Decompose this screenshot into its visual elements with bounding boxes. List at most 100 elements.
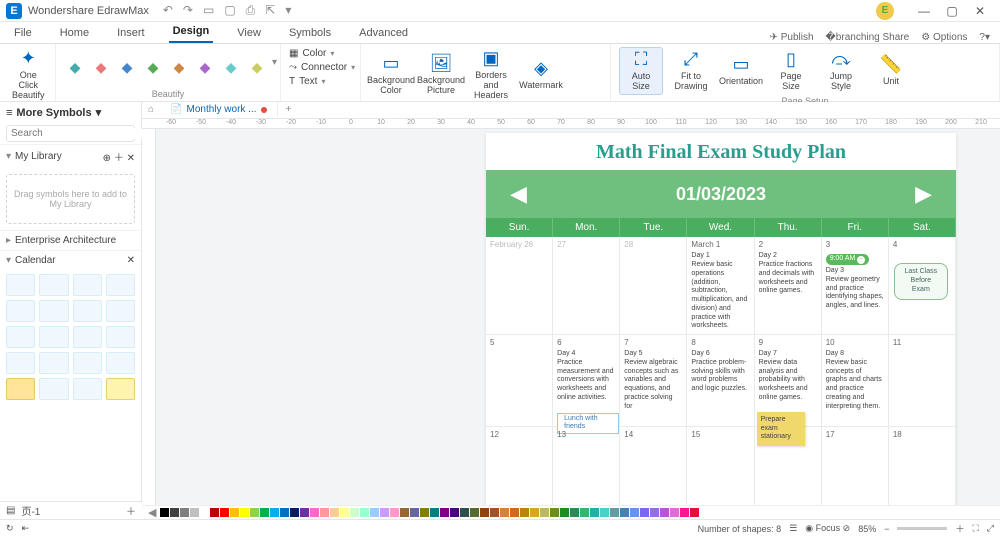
- cal-thumb[interactable]: [6, 274, 35, 296]
- zoom-level[interactable]: 85%: [858, 524, 876, 534]
- add-page-button[interactable]: ＋: [126, 503, 136, 518]
- palette-color[interactable]: [440, 508, 449, 517]
- cal-thumb[interactable]: [73, 352, 102, 374]
- calendar-section[interactable]: ▾Calendar✕: [0, 250, 141, 270]
- unit-button[interactable]: 📏Unit: [869, 53, 913, 89]
- palette-color[interactable]: [590, 508, 599, 517]
- palette-color[interactable]: [460, 508, 469, 517]
- palette-color[interactable]: [400, 508, 409, 517]
- open-icon[interactable]: ▢: [224, 3, 235, 18]
- cal-thumb[interactable]: [39, 300, 68, 322]
- palette-color[interactable]: [680, 508, 689, 517]
- palette-color[interactable]: [410, 508, 419, 517]
- print-icon[interactable]: ⎙: [246, 3, 256, 18]
- page-nav-icon[interactable]: ⇤: [22, 523, 30, 534]
- palette-color[interactable]: [260, 508, 269, 517]
- theme-shape-3[interactable]: ◆: [116, 57, 138, 79]
- cal-thumb[interactable]: [106, 274, 135, 296]
- more-symbols-header[interactable]: ≡ More Symbols ▾: [0, 102, 141, 123]
- palette-color[interactable]: [250, 508, 259, 517]
- maximize-button[interactable]: ▢: [938, 4, 966, 18]
- library-dropzone[interactable]: Drag symbols here to add to My Library: [6, 174, 135, 224]
- palette-color[interactable]: [550, 508, 559, 517]
- palette-color[interactable]: [170, 508, 179, 517]
- my-library-section[interactable]: ▾My Library⊕ ＋ ✕: [0, 144, 141, 168]
- qat-dropdown-icon[interactable]: ▾: [285, 3, 291, 18]
- palette-color[interactable]: [670, 508, 679, 517]
- theme-shape-7[interactable]: ◆: [220, 57, 242, 79]
- add-tab-button[interactable]: +: [278, 104, 300, 115]
- palette-color[interactable]: [350, 508, 359, 517]
- theme-shape-1[interactable]: ◆: [64, 57, 86, 79]
- fullscreen-icon[interactable]: ⤢: [987, 523, 994, 534]
- menu-design[interactable]: Design: [169, 23, 214, 43]
- palette-color[interactable]: [390, 508, 399, 517]
- zoom-out-button[interactable]: −: [884, 524, 889, 534]
- background-picture-button[interactable]: 🖼Background Picture: [419, 52, 463, 98]
- palette-color[interactable]: [630, 508, 639, 517]
- one-click-beautify-button[interactable]: ✦One Click Beautify: [8, 47, 49, 102]
- cal-thumb[interactable]: [6, 300, 35, 322]
- fit-to-drawing-button[interactable]: ⤢Fit to Drawing: [669, 48, 713, 94]
- palette-color[interactable]: [300, 508, 309, 517]
- palette-color[interactable]: [520, 508, 529, 517]
- menu-file[interactable]: File: [10, 25, 36, 43]
- cal-thumb[interactable]: [73, 378, 102, 400]
- export-icon[interactable]: ⇱: [265, 3, 275, 18]
- canvas-page[interactable]: Math Final Exam Study Plan ◀ 01/03/2023 …: [156, 129, 1000, 519]
- palette-color[interactable]: [430, 508, 439, 517]
- palette-color[interactable]: [340, 508, 349, 517]
- jump-style-button[interactable]: ⤼Jump Style: [819, 48, 863, 94]
- menu-symbols[interactable]: Symbols: [285, 25, 335, 43]
- palette-color[interactable]: [570, 508, 579, 517]
- menu-insert[interactable]: Insert: [113, 25, 149, 43]
- focus-toggle[interactable]: ◉ Focus ⊘: [805, 523, 850, 534]
- zoom-in-button[interactable]: ＋: [955, 522, 964, 535]
- palette-color[interactable]: [450, 508, 459, 517]
- palette-color[interactable]: [540, 508, 549, 517]
- page-size-button[interactable]: ▯Page Size: [769, 48, 813, 94]
- palette-color[interactable]: [160, 508, 169, 517]
- palette-color[interactable]: [510, 508, 519, 517]
- help-icon[interactable]: ?▾: [979, 32, 990, 43]
- undo-icon[interactable]: ↶: [163, 3, 173, 18]
- watermark-button[interactable]: ◈Watermark: [519, 57, 563, 93]
- palette-color[interactable]: [330, 508, 339, 517]
- options-button[interactable]: ⚙ Options: [921, 32, 967, 43]
- auto-size-button[interactable]: ⛶Auto Size: [619, 47, 663, 95]
- user-avatar[interactable]: E: [876, 2, 894, 20]
- cal-thumb[interactable]: [106, 326, 135, 348]
- palette-color[interactable]: [650, 508, 659, 517]
- palette-color[interactable]: [230, 508, 239, 517]
- palette-color[interactable]: [220, 508, 229, 517]
- cal-thumb[interactable]: [6, 326, 35, 348]
- palette-color[interactable]: [380, 508, 389, 517]
- zoom-slider[interactable]: [897, 527, 947, 530]
- connector-dropdown[interactable]: ⤳ Connector: [289, 61, 355, 74]
- cal-thumb[interactable]: [106, 352, 135, 374]
- cal-thumb[interactable]: [73, 274, 102, 296]
- palette-color[interactable]: [200, 508, 209, 517]
- palette-color[interactable]: [530, 508, 539, 517]
- theme-shape-4[interactable]: ◆: [142, 57, 164, 79]
- palette-color[interactable]: [610, 508, 619, 517]
- palette-color[interactable]: [310, 508, 319, 517]
- palette-color[interactable]: [290, 508, 299, 517]
- document-tab[interactable]: 📄 Monthly work ...: [160, 102, 277, 117]
- palette-color[interactable]: [270, 508, 279, 517]
- background-color-button[interactable]: ▭Background Color: [369, 52, 413, 98]
- menu-view[interactable]: View: [233, 25, 265, 43]
- cal-thumb[interactable]: [39, 326, 68, 348]
- cal-thumb[interactable]: [73, 326, 102, 348]
- page-tab[interactable]: 页-1: [21, 503, 40, 518]
- palette-color[interactable]: [280, 508, 289, 517]
- save-icon[interactable]: ▭: [203, 3, 214, 18]
- cal-thumb[interactable]: [106, 300, 135, 322]
- palette-color[interactable]: [490, 508, 499, 517]
- palette-color[interactable]: [190, 508, 199, 517]
- palette-color[interactable]: [660, 508, 669, 517]
- borders-headers-button[interactable]: ▣Borders and Headers: [469, 47, 513, 102]
- palette-color[interactable]: [690, 508, 699, 517]
- enterprise-arch-section[interactable]: ▸Enterprise Architecture: [0, 230, 141, 250]
- cal-thumb[interactable]: [39, 352, 68, 374]
